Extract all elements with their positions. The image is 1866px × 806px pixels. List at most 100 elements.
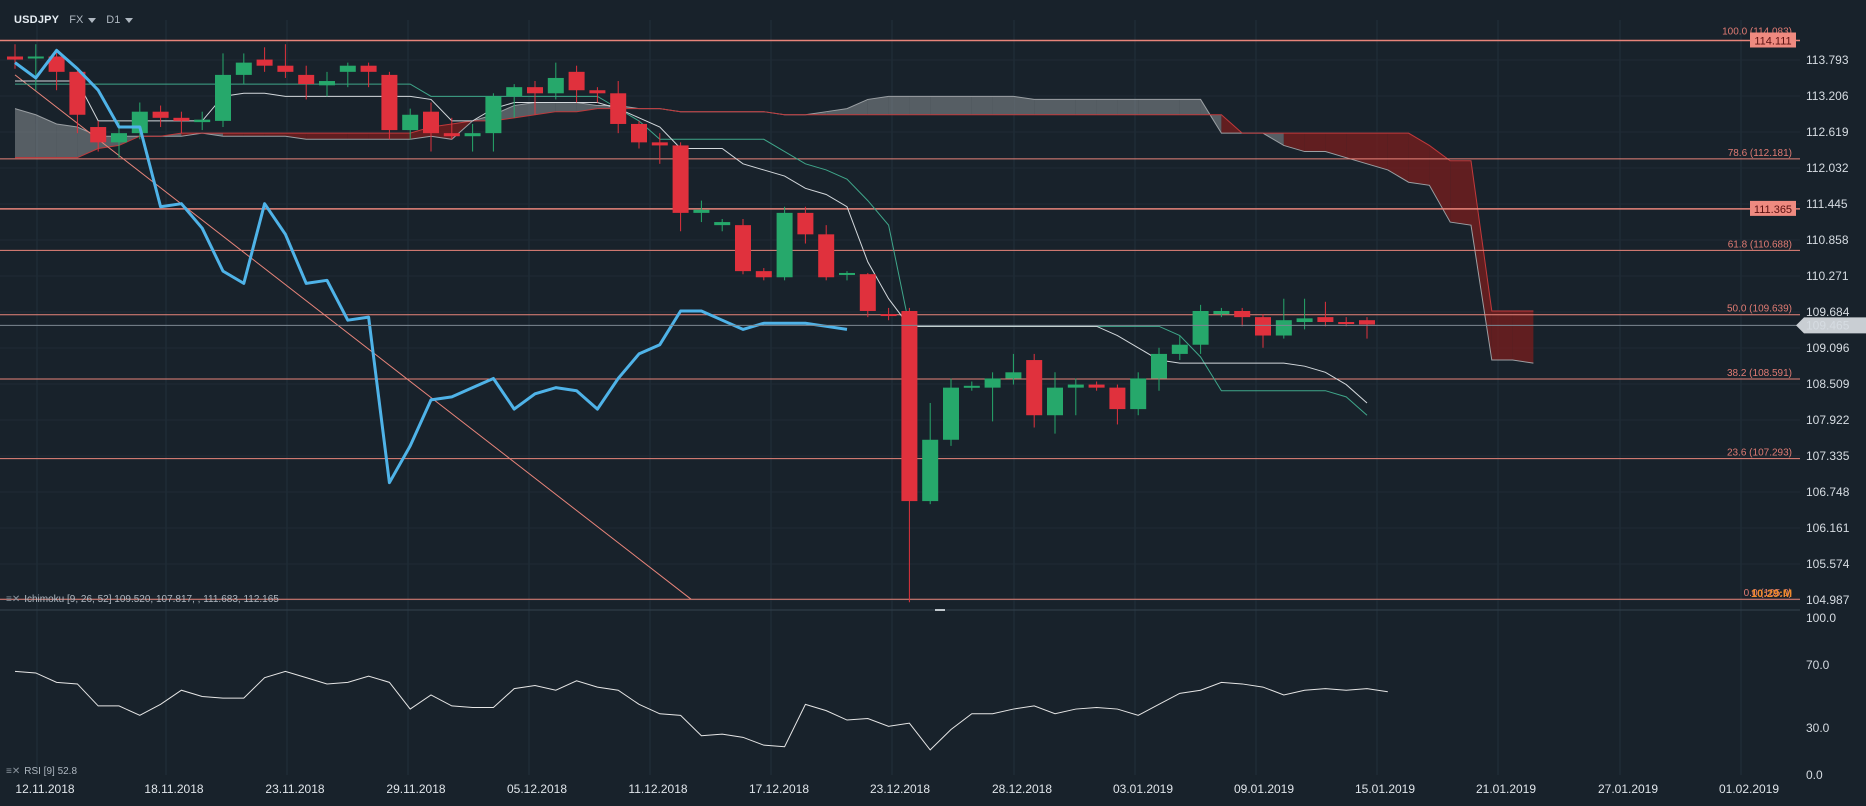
x-tick-label: 28.12.2018: [992, 782, 1052, 796]
candle-body: [423, 111, 439, 134]
pane-resize-handle: [935, 609, 945, 611]
candle-body: [506, 87, 523, 97]
last-price-tag: [1796, 317, 1866, 334]
x-tick-label: 17.12.2018: [749, 782, 809, 796]
candle-body: [1234, 310, 1251, 318]
fib-level-label: 50.0 (109.639): [1727, 304, 1792, 315]
rsi-tick-label: 30.0: [1806, 721, 1830, 735]
menu-icon[interactable]: ≡✕: [6, 594, 21, 605]
rsi-tick-label: 70.0: [1806, 658, 1830, 672]
market-selector[interactable]: FX: [69, 14, 97, 26]
candle-body: [1171, 344, 1188, 354]
x-tick-label: 12.11.2018: [15, 782, 74, 796]
candle-body: [1255, 317, 1271, 336]
x-tick-label: 03.01.2019: [1113, 782, 1173, 796]
candle-body: [235, 62, 252, 75]
y-tick-label: 105.574: [1806, 557, 1850, 571]
candle-body: [797, 212, 814, 235]
candle-body: [194, 119, 211, 123]
kumo-segment: [888, 96, 910, 115]
fib-level-label: 38.2 (108.591): [1727, 368, 1792, 379]
x-tick-label: 27.01.2019: [1598, 782, 1658, 796]
candle-body: [1296, 318, 1313, 323]
candle-body: [1338, 322, 1355, 325]
chikou-line: [14, 48, 848, 485]
kumo-segment: [1512, 310, 1534, 364]
kumo-segment: [1138, 99, 1159, 115]
kumo-segment: [1096, 99, 1118, 115]
fib-level-label: 23.6 (107.293): [1727, 448, 1792, 459]
candle-body: [547, 77, 564, 94]
kumo-segment: [1159, 99, 1180, 115]
candle-body: [1130, 378, 1147, 410]
candle-body: [1213, 310, 1230, 315]
candle-body: [839, 272, 855, 275]
kumo-segment: [930, 96, 951, 115]
kumo-segment: [327, 133, 348, 140]
kumo-segment: [826, 108, 847, 115]
y-tick-label: 107.922: [1806, 413, 1850, 427]
menu-icon[interactable]: ≡✕: [6, 766, 21, 777]
kumo-segment: [555, 102, 577, 112]
candle-body: [1047, 387, 1063, 416]
y-tick-label: 111.445: [1806, 197, 1848, 211]
x-tick-label: 21.01.2019: [1476, 782, 1536, 796]
candle-body: [984, 378, 1001, 388]
kumo-segment: [992, 96, 1014, 115]
candle-body: [963, 385, 980, 388]
x-tick-label: 18.11.2018: [144, 782, 203, 796]
timer-label: 10:29:M: [1751, 588, 1792, 600]
y-tick-label: 110.271: [1806, 269, 1849, 283]
candle-body: [755, 271, 772, 278]
kumo-segment: [1075, 99, 1097, 115]
price-tag: [1750, 32, 1796, 48]
chart-toolbar: USDJPY FX D1: [14, 10, 134, 30]
candle-body: [111, 133, 127, 143]
price-tag: [1750, 200, 1796, 216]
fib-bottom-label: 0.0 (105.0): [1744, 588, 1792, 599]
candle-body: [277, 65, 294, 72]
rsi-tick-label: 0.0: [1806, 768, 1823, 782]
kumo-segment: [56, 123, 78, 158]
y-tick-label: 104.987: [1806, 593, 1850, 607]
kumo-segment: [223, 133, 244, 137]
kumo-segment: [306, 133, 327, 140]
candle-body: [443, 133, 460, 137]
symbol-label[interactable]: USDJPY: [14, 14, 60, 26]
candle-body: [693, 209, 710, 213]
kumo-segment: [1055, 99, 1076, 115]
candle-body: [901, 310, 918, 502]
candle-body: [1275, 320, 1292, 336]
x-tick-label: 09.01.2019: [1234, 782, 1294, 796]
candle-body: [922, 439, 939, 502]
x-tick-label: 23.11.2018: [265, 782, 324, 796]
kumo-segment: [951, 96, 972, 115]
candles: [7, 44, 1375, 603]
interval-label: D1: [106, 14, 121, 26]
candle-body: [464, 133, 481, 137]
rsi-legend[interactable]: ≡✕ RSI [9] 52.8: [6, 766, 77, 777]
y-tick-label: 110.858: [1806, 233, 1849, 247]
kumo-segment: [368, 133, 390, 140]
candle-body: [1005, 372, 1022, 379]
rsi-tick-label: 100.0: [1806, 611, 1836, 625]
y-tick-label: 109.096: [1806, 341, 1850, 355]
rsi-pane: [14, 670, 1388, 751]
interval-selector[interactable]: D1: [106, 14, 134, 26]
candle-body: [1088, 384, 1105, 388]
candle-body: [651, 142, 668, 146]
y-tick-label: 113.793: [1806, 53, 1849, 67]
candle-body: [7, 56, 23, 60]
candle-body: [859, 274, 876, 311]
fib-top-label: 100.0 (114.083): [1722, 26, 1792, 37]
y-tick-label: 109.684: [1806, 305, 1850, 319]
kumo-segment: [1034, 99, 1055, 115]
trendline: [14, 74, 692, 600]
candle-body: [48, 56, 65, 72]
candle-body: [714, 222, 731, 226]
candle-body: [672, 145, 689, 213]
ichimoku-legend[interactable]: ≡✕ Ichimoku [9, 26, 52] 109.520, 107.817…: [6, 594, 279, 605]
candle-body: [339, 65, 356, 72]
